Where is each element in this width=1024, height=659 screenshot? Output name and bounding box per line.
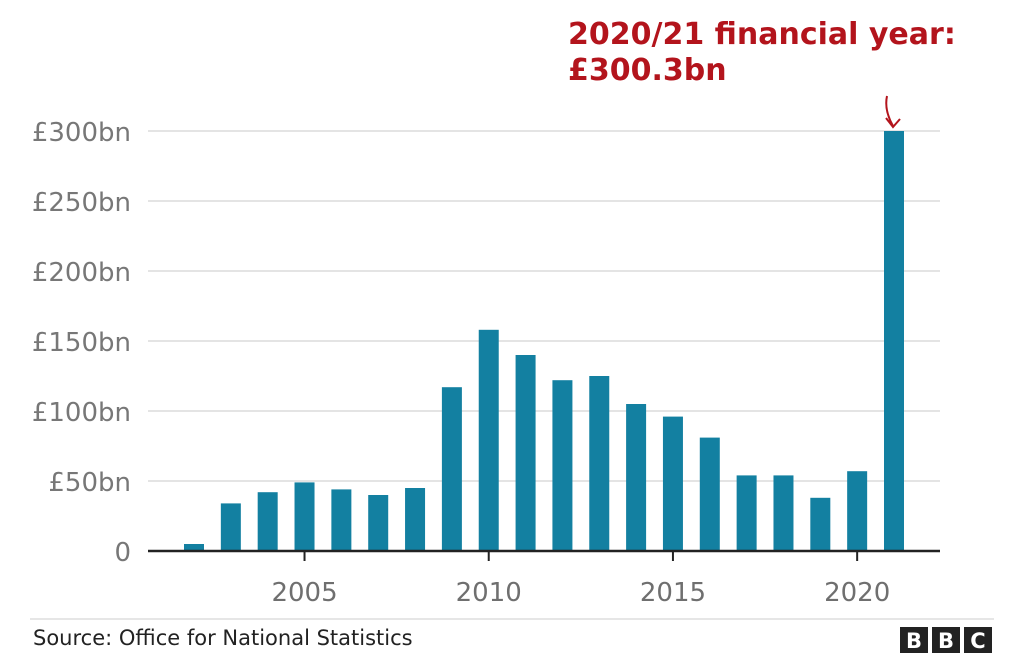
bar: [552, 380, 573, 551]
bar: [184, 544, 204, 551]
bar: [368, 495, 389, 551]
svg-text:B: B: [906, 629, 922, 653]
bar: [699, 437, 720, 551]
bar: [736, 475, 757, 551]
bar: [331, 489, 352, 551]
highlight-annotation: 2020/21 financial year: £300.3bn: [568, 17, 956, 129]
x-tick-label: 2015: [640, 578, 706, 608]
annotation-title: 2020/21 financial year:: [568, 17, 956, 52]
bar: [847, 471, 868, 551]
y-tick-label: 0: [114, 538, 131, 568]
bar: [884, 131, 904, 551]
source-note: Source: Office for National Statistics: [33, 626, 413, 650]
bar: [257, 492, 278, 551]
bar: [662, 416, 683, 551]
x-axis-tick-labels: 2005 2010 2015 2020: [271, 551, 890, 608]
bar: [773, 475, 794, 551]
x-tick-label: 2020: [824, 578, 890, 608]
bar: [220, 503, 241, 551]
bbc-logo: B B C: [900, 627, 992, 653]
bar: [515, 355, 536, 551]
y-tick-label: £250bn: [32, 188, 131, 218]
y-tick-label: £200bn: [32, 258, 131, 288]
annotation-arrow-icon: [885, 95, 901, 129]
y-tick-label: £50bn: [48, 468, 131, 498]
x-tick-label: 2005: [271, 578, 337, 608]
y-axis-tick-labels: 0 £50bn £100bn £150bn £200bn £250bn £300bn: [32, 118, 131, 568]
bar: [589, 376, 610, 551]
bars: [184, 131, 904, 551]
annotation-value: £300.3bn: [568, 53, 727, 88]
x-tick-label: 2010: [456, 578, 522, 608]
bar: [441, 387, 462, 551]
y-tick-label: £150bn: [32, 328, 131, 358]
svg-text:C: C: [970, 629, 985, 653]
bar: [405, 488, 426, 551]
gridlines: [148, 130, 940, 482]
bar: [294, 482, 315, 551]
y-tick-label: £300bn: [32, 118, 131, 148]
svg-text:B: B: [938, 629, 954, 653]
bar: [626, 404, 647, 551]
bar: [810, 497, 831, 551]
bar: [478, 329, 499, 551]
y-tick-label: £100bn: [32, 398, 131, 428]
